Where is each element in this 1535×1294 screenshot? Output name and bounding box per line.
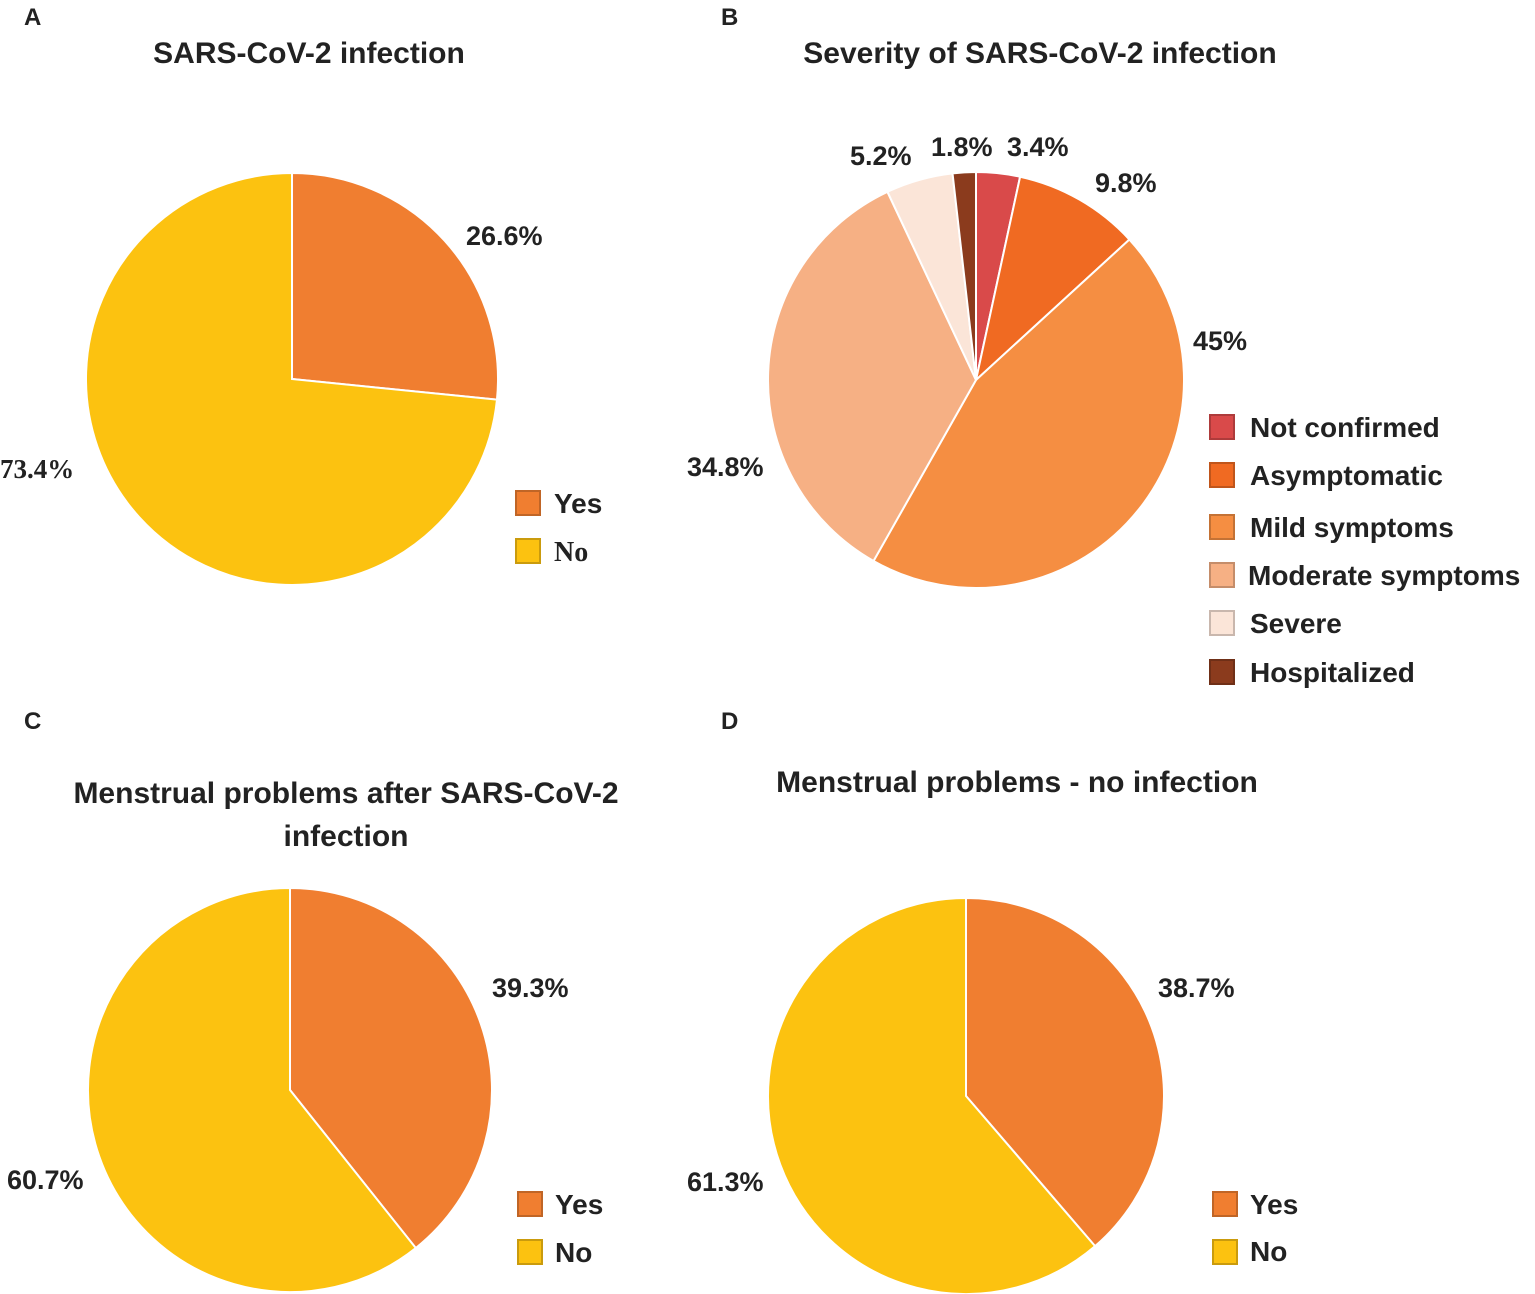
- legend-swatch-b-asymptomatic: [1209, 462, 1235, 488]
- legend-swatch-d-yes: [1212, 1191, 1238, 1217]
- legend-swatch-b-mild: [1209, 514, 1235, 540]
- pie-slice-d-no: [767, 896, 1097, 1294]
- legend-swatch-d-no: [1212, 1239, 1238, 1265]
- pie-slice-b-mild-symptoms: [872, 238, 1185, 590]
- panel-d: D Menstrual problems - no infection 38.7…: [687, 708, 1298, 1294]
- chart-title-d: Menstrual problems - no infection: [776, 766, 1258, 799]
- legend-swatch-b-severe: [1209, 610, 1235, 636]
- legend-label-b-not-confirmed: Not confirmed: [1250, 412, 1440, 443]
- pie-slice-d-yes: [965, 896, 1165, 1248]
- pct-label-b-mild: 45%: [1193, 326, 1247, 356]
- pie-c: [87, 886, 493, 1293]
- legend-label-c-yes: Yes: [555, 1189, 603, 1220]
- pie-b: [767, 170, 1185, 590]
- legend-label-b-hospitalized: Hospitalized: [1250, 657, 1415, 688]
- pie-a: [85, 171, 499, 586]
- chart-title-b: Severity of SARS-CoV-2 infection: [803, 37, 1276, 70]
- pie-slice-b-moderate-symptoms: [767, 190, 978, 563]
- panel-letter-d: D: [721, 708, 738, 735]
- panel-a: A SARS-CoV-2 infection 26.6% 73.4% Yes N…: [0, 4, 602, 586]
- pct-label-b-moderate: 34.8%: [687, 452, 764, 482]
- legend-label-d-yes: Yes: [1250, 1189, 1298, 1220]
- legend-label-b-asymptomatic: Asymptomatic: [1250, 460, 1443, 491]
- pct-label-a-yes: 26.6%: [466, 221, 543, 251]
- pie-slice-c-yes: [289, 886, 493, 1250]
- pie-slice-c-no: [87, 886, 418, 1293]
- chart-title-c-line-1: Menstrual problems after SARS-CoV-2: [73, 777, 618, 810]
- legend-b: Not confirmed Asymptomatic Mild symptoms…: [1209, 412, 1520, 688]
- panel-b: B Severity of SARS-CoV-2 infection 3.4% …: [687, 4, 1520, 688]
- legend-label-b-severe: Severe: [1250, 608, 1342, 639]
- legend-a: Yes No: [515, 488, 602, 568]
- legend-label-b-mild: Mild symptoms: [1250, 512, 1454, 543]
- legend-swatch-a-yes: [515, 490, 541, 516]
- chart-title-a: SARS-CoV-2 infection: [153, 37, 465, 70]
- legend-swatch-b-moderate: [1209, 562, 1235, 588]
- legend-swatch-b-not-confirmed: [1209, 414, 1235, 440]
- pct-label-d-no: 61.3%: [687, 1167, 764, 1197]
- legend-c: Yes No: [517, 1189, 603, 1268]
- panel-letter-a: A: [24, 4, 41, 31]
- pct-label-c-no: 60.7%: [7, 1165, 84, 1195]
- panel-letter-b: B: [721, 4, 738, 31]
- panel-c: C Menstrual problems after SARS-CoV-2 in…: [7, 708, 619, 1293]
- pct-label-b-asymptomatic: 9.8%: [1095, 168, 1157, 198]
- legend-label-c-no: No: [555, 1237, 592, 1268]
- pct-label-c-yes: 39.3%: [492, 973, 569, 1003]
- legend-label-a-no: No: [554, 537, 588, 568]
- pct-label-d-yes: 38.7%: [1158, 973, 1235, 1003]
- pct-label-b-severe: 5.2%: [850, 141, 912, 171]
- legend-swatch-a-no: [515, 538, 541, 564]
- legend-swatch-c-yes: [517, 1191, 543, 1217]
- pie-slice-b-asymptomatic: [974, 175, 1131, 383]
- panel-letter-c: C: [24, 708, 41, 735]
- pct-label-b-hospitalized: 1.8%: [931, 132, 993, 162]
- legend-label-d-no: No: [1250, 1236, 1287, 1267]
- pct-label-a-no: 73.4%: [0, 454, 74, 484]
- legend-swatch-c-no: [517, 1239, 543, 1265]
- pie-slice-a-yes: [291, 171, 499, 401]
- pie-d: [767, 896, 1165, 1294]
- pct-label-b-not-confirmed: 3.4%: [1007, 132, 1069, 162]
- pie-slice-a-no: [85, 171, 499, 586]
- chart-title-c-line-2: infection: [284, 820, 409, 853]
- legend-label-b-moderate: Moderate symptoms: [1248, 560, 1520, 591]
- legend-label-a-yes: Yes: [554, 488, 602, 519]
- legend-swatch-b-hospitalized: [1209, 659, 1235, 685]
- legend-d: Yes No: [1212, 1189, 1298, 1267]
- pie-slice-b-hospitalized: [951, 170, 977, 381]
